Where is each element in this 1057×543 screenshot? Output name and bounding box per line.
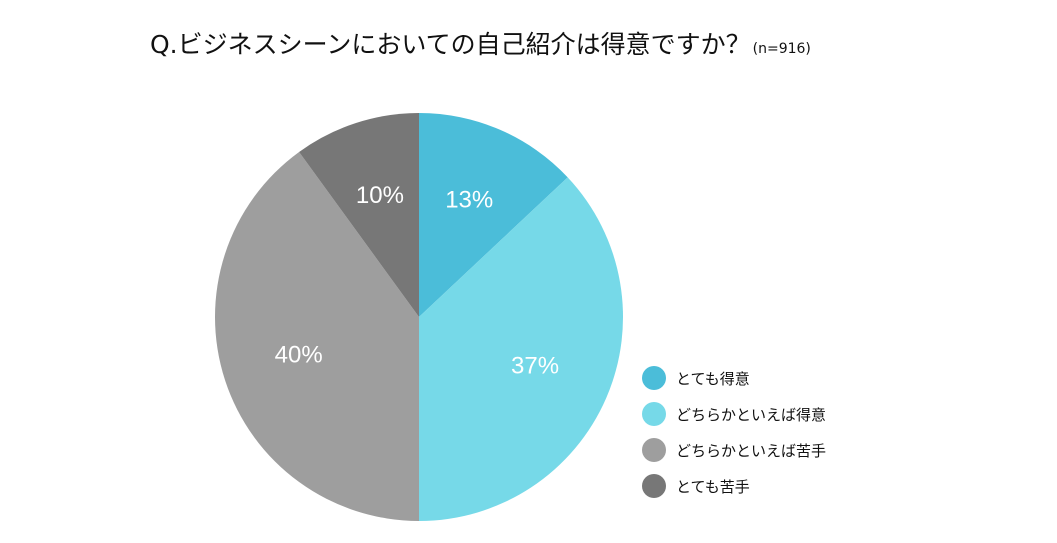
pie-slice-somewhat-good [419, 177, 623, 521]
pie-slice-somewhat-poor [214, 151, 419, 521]
legend-label: とても苦手 [676, 477, 750, 496]
legend-item-somewhat-good: どちらかといえば得意 [642, 396, 826, 432]
pie-slice-very-poor [299, 113, 419, 317]
pie-slice-label: 13% [445, 186, 493, 213]
chart-sample-size: (n=916) [752, 41, 811, 57]
legend-item-somewhat-poor: どちらかといえば苦手 [642, 432, 826, 468]
legend-label: どちらかといえば得意 [676, 405, 827, 424]
pie-slice-label: 37% [511, 353, 559, 380]
legend-swatch [642, 438, 666, 462]
legend-label: どちらかといえば苦手 [676, 441, 827, 460]
legend-swatch [642, 366, 666, 390]
legend-swatch [642, 402, 666, 426]
legend: とても得意 どちらかといえば得意 どちらかといえば苦手 とても苦手 [642, 360, 826, 504]
legend-item-very-poor: とても苦手 [642, 468, 826, 504]
legend-swatch [642, 474, 666, 498]
pie-slice-label: 40% [275, 341, 323, 368]
pie-slice-label: 10% [356, 182, 404, 209]
chart-title: Q.ビジネスシーンにおいての自己紹介は得意ですか？ (n=916) [150, 28, 1010, 66]
pie-slice-very-good [419, 113, 568, 317]
chart-title-text: Q.ビジネスシーンにおいての自己紹介は得意ですか？ [150, 30, 751, 59]
legend-item-very-good: とても得意 [642, 360, 826, 396]
legend-label: とても得意 [676, 369, 750, 388]
